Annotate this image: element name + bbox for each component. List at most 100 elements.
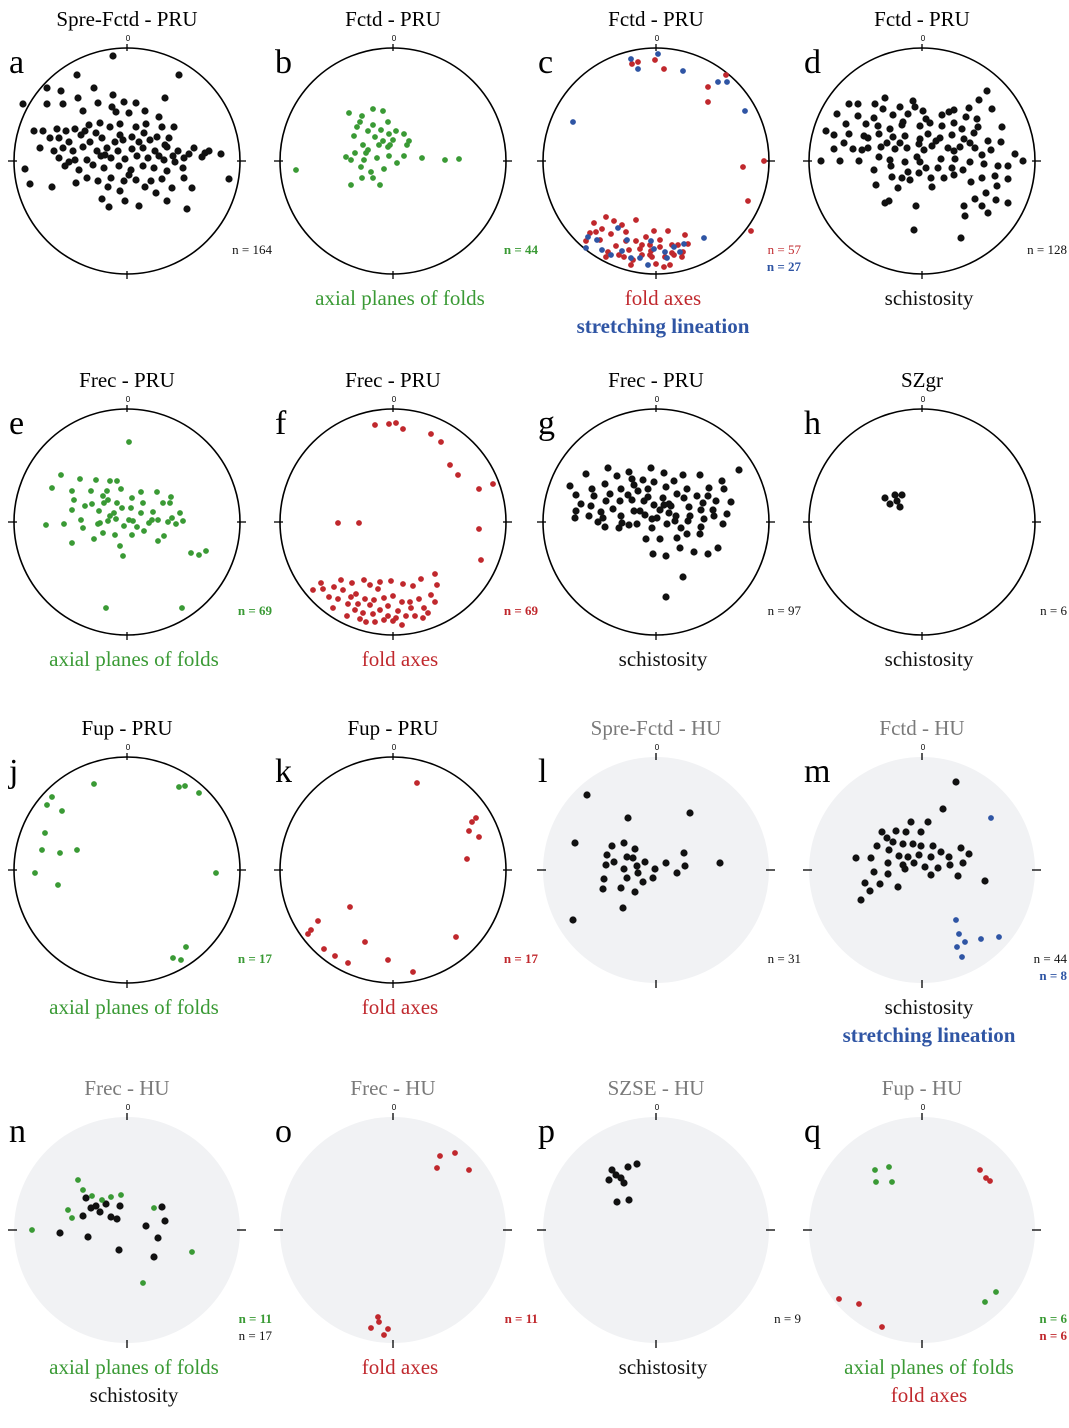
data-point-green [381, 166, 387, 172]
data-point-red [603, 214, 609, 220]
data-point-blue [583, 245, 589, 251]
data-point-black [870, 166, 878, 174]
data-point-black [939, 805, 947, 813]
north-label: 0 [921, 743, 926, 752]
data-point-black [884, 870, 892, 878]
data-point-black [885, 846, 893, 854]
data-point-black [617, 485, 625, 493]
data-point-black [650, 501, 658, 509]
data-point-black [115, 162, 123, 170]
data-point-red [635, 59, 641, 65]
data-point-black [601, 480, 609, 488]
panel-letter-n: n [9, 1113, 26, 1150]
data-point-black [619, 904, 627, 912]
data-point-green [130, 518, 136, 524]
data-point-green [118, 1192, 124, 1198]
data-point-black [991, 172, 999, 180]
data-point-red [432, 599, 438, 605]
data-point-black [1011, 150, 1019, 158]
data-point-green [101, 500, 107, 506]
data-point-green [419, 155, 425, 161]
data-point-black [716, 859, 724, 867]
data-point-red [637, 246, 643, 252]
data-point-black [662, 552, 670, 560]
data-point-black [888, 173, 896, 181]
data-point-black [924, 818, 932, 826]
data-point-red [623, 229, 629, 235]
data-point-green [365, 147, 371, 153]
data-point-black [1019, 157, 1027, 165]
data-point-green [119, 505, 125, 511]
data-point-black [886, 156, 894, 164]
data-point-green [401, 131, 407, 137]
caption-blue: stretching lineation [843, 1023, 1016, 1047]
count-label: n = 69 [238, 603, 273, 618]
data-point-red [437, 1153, 443, 1159]
data-point-black [667, 502, 675, 510]
data-point-green [359, 175, 365, 181]
data-point-black [613, 472, 621, 480]
data-point-green [42, 830, 48, 836]
data-point-black [55, 154, 63, 162]
panel-title-j: Fup - PRU [81, 716, 172, 740]
data-point-green [351, 133, 357, 139]
data-point-black [98, 195, 106, 203]
data-point-black [103, 144, 111, 152]
data-point-black [876, 880, 884, 888]
data-point-black [92, 1202, 100, 1210]
caption-black: schistosity [90, 1383, 179, 1407]
data-point-black [928, 183, 936, 191]
data-point-red [385, 957, 391, 963]
data-point-black [36, 144, 44, 152]
stereonet-primitive [809, 757, 1035, 983]
data-point-black [864, 144, 872, 152]
data-point-black [915, 140, 923, 148]
data-point-black [883, 139, 891, 147]
data-point-black [720, 485, 728, 493]
data-point-green [872, 1167, 878, 1173]
data-point-red [490, 481, 496, 487]
data-point-black [43, 84, 51, 92]
data-point-black [681, 862, 689, 870]
panel-title-a: Spre-Fctd - PRU [56, 7, 197, 31]
data-point-black [673, 534, 681, 542]
data-point-black [673, 490, 681, 498]
data-point-green [118, 486, 124, 492]
data-point-green [358, 164, 364, 170]
data-point-black [938, 122, 946, 130]
stereonet-primitive [542, 408, 770, 636]
panel-title-b: Fctd - PRU [345, 7, 441, 31]
data-point-red [335, 596, 341, 602]
data-point-red [395, 608, 401, 614]
stereonet-primitive [13, 756, 241, 984]
caption-black: schistosity [619, 647, 708, 671]
caption-red: fold axes [362, 647, 438, 671]
data-point-black [651, 865, 659, 873]
data-point-red [616, 252, 622, 258]
north-label: 0 [126, 1103, 131, 1112]
data-point-black [624, 1163, 632, 1171]
data-point-blue [956, 931, 962, 937]
data-point-black [965, 104, 973, 112]
data-point-red [388, 578, 394, 584]
data-point-black [650, 478, 658, 486]
data-point-blue [701, 235, 707, 241]
stereonet-panel-h: SZgr h 0 n = 6 schistosity [803, 368, 1067, 671]
data-point-black [634, 869, 642, 877]
data-point-black [945, 108, 953, 116]
data-point-black [723, 510, 731, 518]
data-point-black [48, 183, 56, 191]
data-point-red [360, 610, 366, 616]
data-point-green [993, 1289, 999, 1295]
data-point-black [891, 145, 899, 153]
data-point-black [620, 1179, 628, 1187]
north-label: 0 [921, 395, 926, 404]
data-point-black [26, 180, 34, 188]
data-point-black [39, 127, 47, 135]
data-point-green [293, 167, 299, 173]
stereonet-panel-l: Spre-Fctd - HU l 0 n = 31 [537, 716, 801, 988]
data-point-black [190, 144, 198, 152]
data-point-black [73, 71, 81, 79]
data-point-green [374, 155, 380, 161]
data-point-blue [677, 249, 683, 255]
